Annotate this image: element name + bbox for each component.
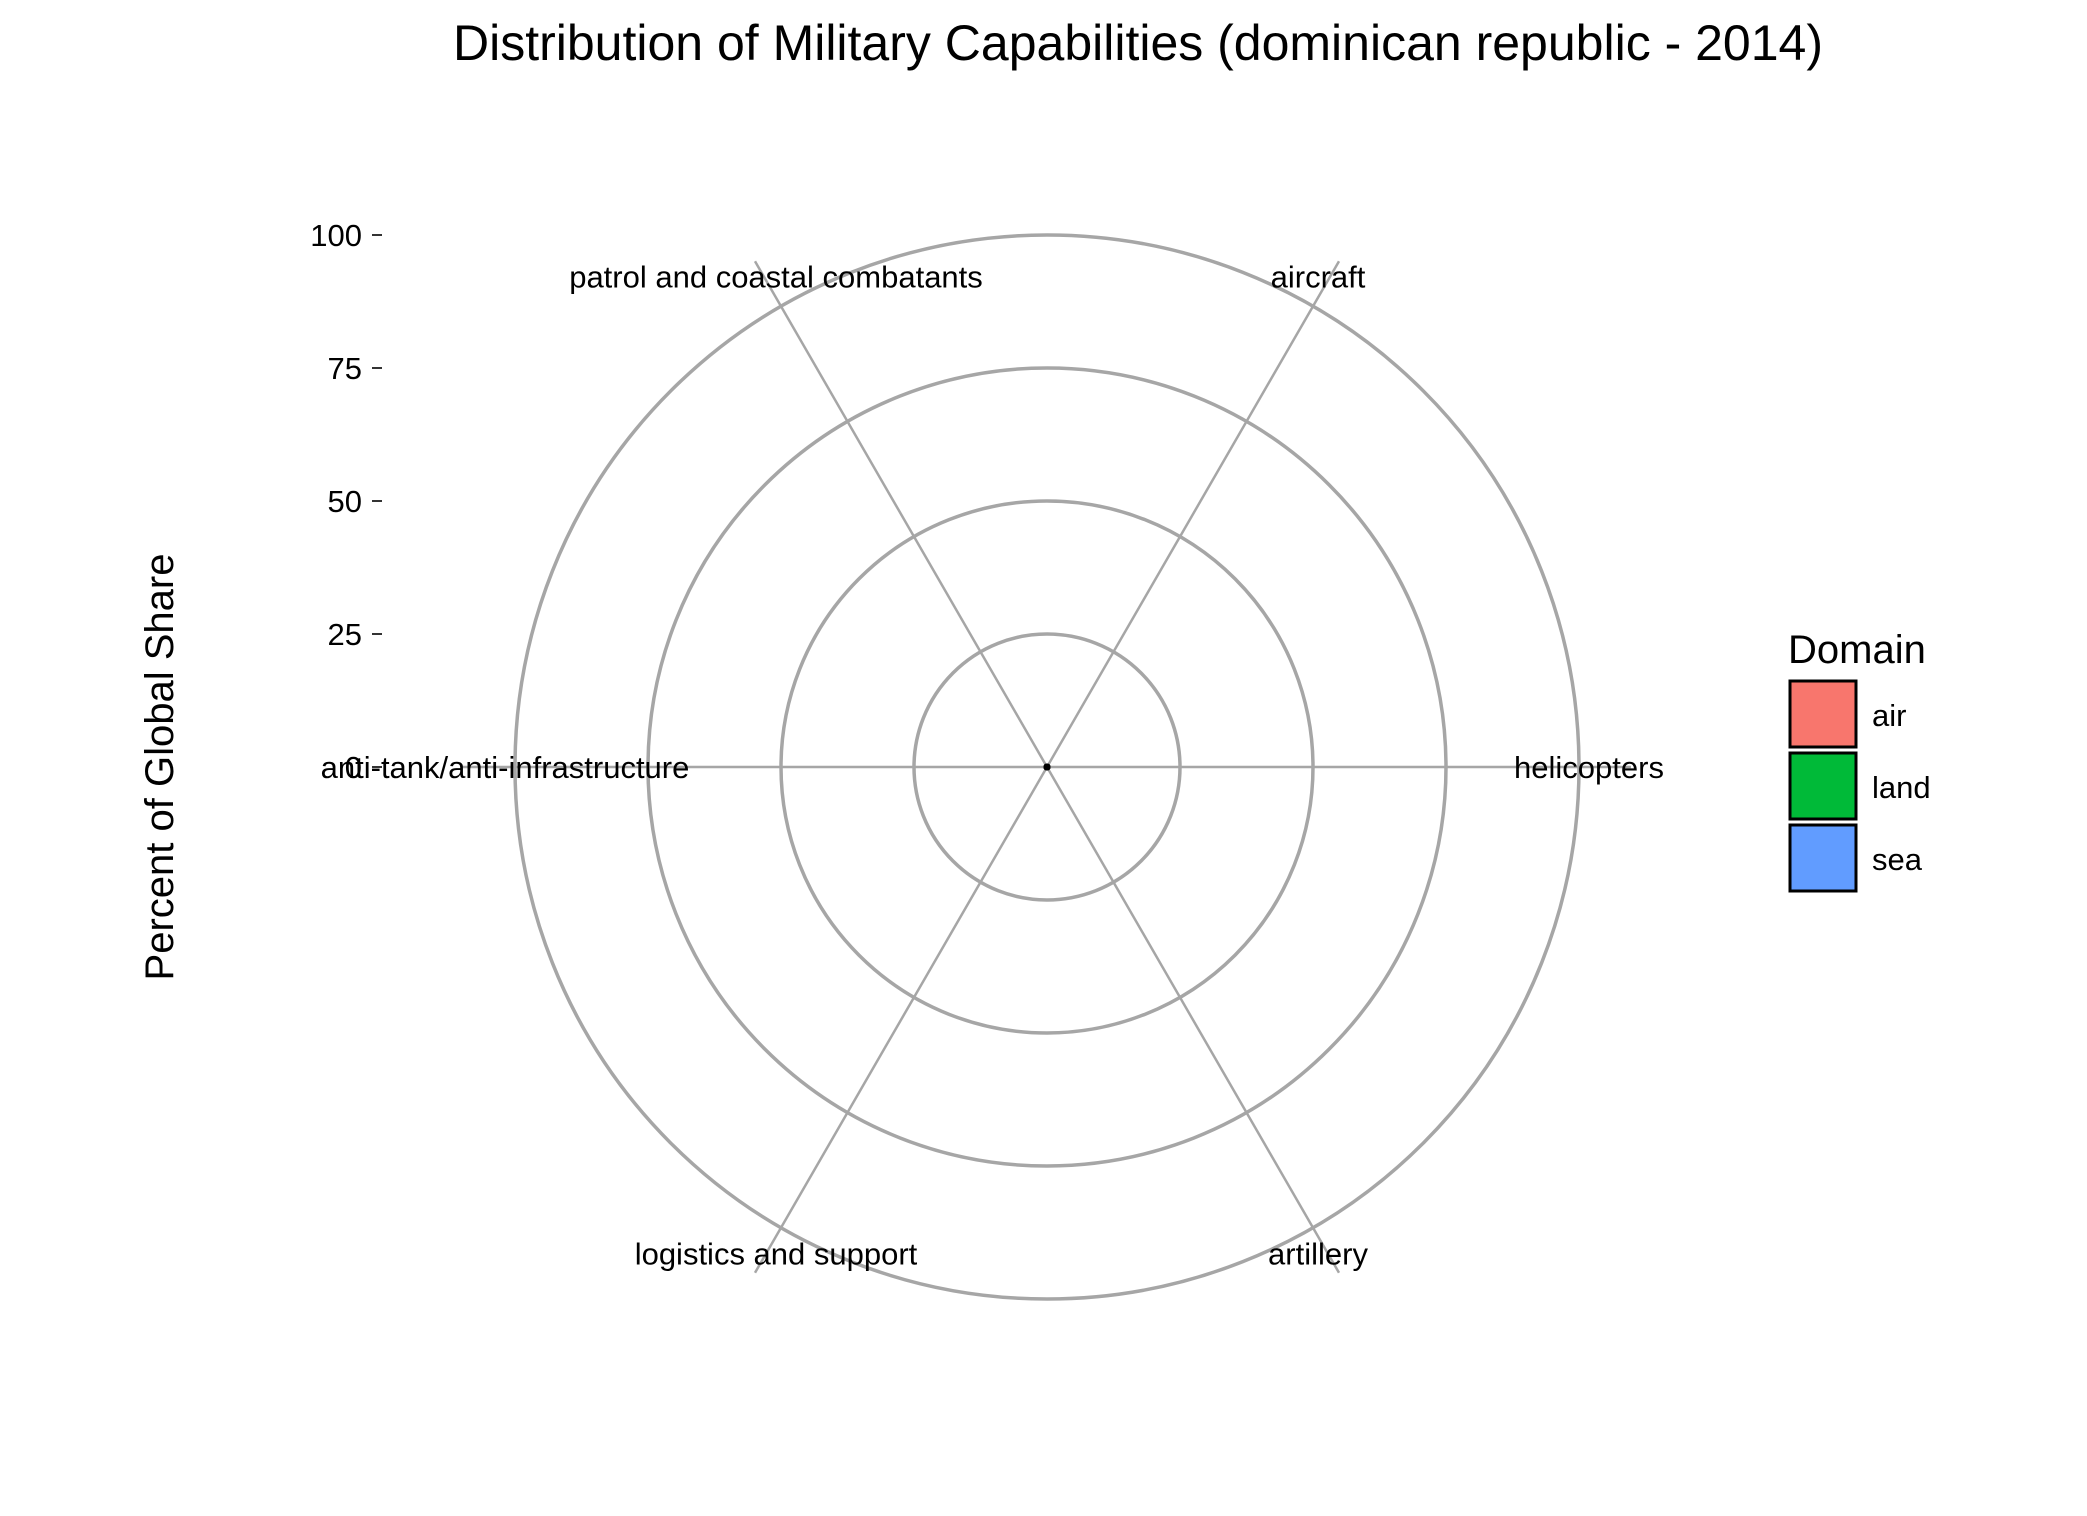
- legend-key-sea: [1788, 823, 1858, 893]
- grid-spoke-5: [1045, 766, 1341, 1274]
- category-label: patrol and coastal combatants: [569, 260, 983, 295]
- chart-title: Distribution of Military Capabilities (d…: [453, 15, 1823, 71]
- radial-axis: 0 25 50 75 100: [310, 218, 382, 785]
- data-point-5: [1043, 763, 1051, 771]
- category-label: artillery: [1268, 1236, 1368, 1271]
- grid-spoke-4: [753, 766, 1049, 1274]
- radial-tick-label: 75: [328, 351, 362, 386]
- category-label: anti-tank/anti-infrastructure: [321, 750, 690, 785]
- category-label: aircraft: [1271, 260, 1366, 295]
- category-label: logistics and support: [635, 1236, 918, 1271]
- grid-spokes: [463, 260, 1631, 1274]
- grid-spoke-1: [1045, 260, 1341, 768]
- legend-key-air: [1788, 679, 1858, 749]
- legend-label-air: air: [1872, 698, 1906, 733]
- radial-tick-label: 100: [310, 218, 362, 253]
- legend-items: air land sea: [1788, 679, 1931, 893]
- radial-tick-label: 0: [345, 750, 362, 785]
- radial-tick-label: 50: [328, 484, 362, 519]
- data-layer: [1043, 763, 1051, 771]
- legend-key-land: [1788, 751, 1858, 821]
- legend-title: Domain: [1788, 628, 1926, 672]
- legend-label-land: land: [1872, 770, 1931, 805]
- radial-tick-label: 25: [328, 617, 362, 652]
- grid-spoke-2: [753, 260, 1049, 768]
- legend-label-sea: sea: [1872, 842, 1923, 877]
- category-label: helicopters: [1514, 750, 1664, 785]
- category-labels: helicopters aircraft patrol and coastal co…: [321, 260, 1664, 1272]
- y-axis-label: Percent of Global Share: [138, 554, 182, 981]
- legend: Domain air land sea: [1788, 628, 1931, 893]
